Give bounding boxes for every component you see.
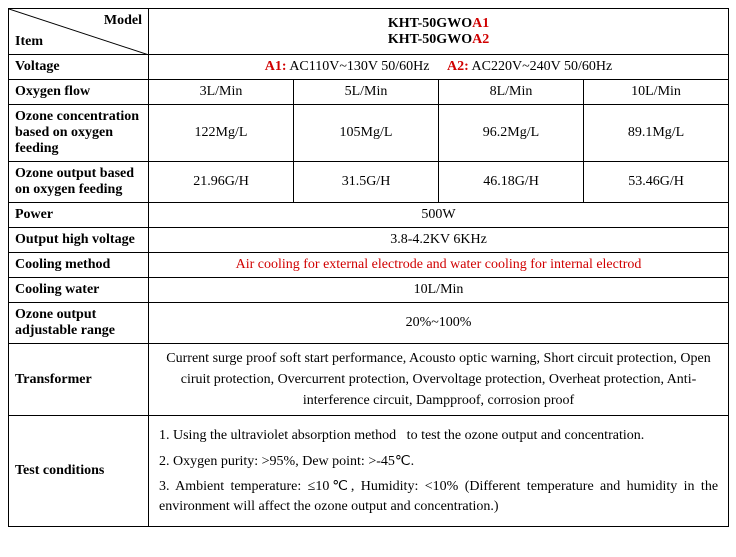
header-item-label: Item [15, 34, 43, 50]
row-label: Cooling method [9, 253, 149, 278]
cell: 500W [149, 203, 729, 228]
table-row: Ozone concentration based on oxygen feed… [9, 105, 729, 162]
test-condition-item: 2. Oxygen purity: >95%, Dew point: >-45℃… [159, 452, 718, 472]
cell: 89.1Mg/L [584, 105, 729, 162]
table-row: Test conditions 1. Using the ultraviolet… [9, 416, 729, 527]
row-label: Test conditions [9, 416, 149, 527]
table-row: Power 500W [9, 203, 729, 228]
cell: Air cooling for external electrode and w… [149, 253, 729, 278]
table-row: Cooling water 10L/Min [9, 278, 729, 303]
test-condition-item: 3. Ambient temperature: ≤10℃, Humidity: … [159, 477, 718, 516]
cell: 10L/Min [149, 278, 729, 303]
row-label: Output high voltage [9, 228, 149, 253]
header-model-label: Model [104, 13, 142, 29]
cell: 46.18G/H [439, 162, 584, 203]
row-label: Ozone output adjustable range [9, 303, 149, 344]
row-label: Ozone output based on oxygen feeding [9, 162, 149, 203]
test-condition-item: 1. Using the ultraviolet absorption meth… [159, 426, 718, 446]
cell: 31.5G/H [294, 162, 439, 203]
cell: 3L/Min [149, 80, 294, 105]
row-label: Ozone concentration based on oxygen feed… [9, 105, 149, 162]
model-variant-2: A2 [472, 32, 489, 47]
table-row: Model Item KHT-50GWOA1 KHT-50GWOA2 [9, 9, 729, 55]
cell: 5L/Min [294, 80, 439, 105]
table-row: Ozone output based on oxygen feeding 21.… [9, 162, 729, 203]
table-row: Transformer Current surge proof soft sta… [9, 344, 729, 416]
row-label: Power [9, 203, 149, 228]
cell: 96.2Mg/L [439, 105, 584, 162]
voltage-a2-value: AC220V~240V 50/60Hz [472, 59, 613, 74]
cell: 53.46G/H [584, 162, 729, 203]
voltage-a1-label: A1: [265, 59, 287, 74]
cell: 122Mg/L [149, 105, 294, 162]
row-label: Cooling water [9, 278, 149, 303]
cell: 105Mg/L [294, 105, 439, 162]
model-prefix: KHT-50GWO [388, 16, 472, 31]
cell: 20%~100% [149, 303, 729, 344]
cell: 3.8-4.2KV 6KHz [149, 228, 729, 253]
row-label: Transformer [9, 344, 149, 416]
table-row: Ozone output adjustable range 20%~100% [9, 303, 729, 344]
model-names-cell: KHT-50GWOA1 KHT-50GWOA2 [149, 9, 729, 55]
row-label: Oxygen flow [9, 80, 149, 105]
model-prefix: KHT-50GWO [388, 32, 472, 47]
table-row: Cooling method Air cooling for external … [9, 253, 729, 278]
voltage-a1-value: AC110V~130V 50/60Hz [289, 59, 429, 74]
cell: 10L/Min [584, 80, 729, 105]
voltage-value-cell: A1: AC110V~130V 50/60Hz A2: AC220V~240V … [149, 55, 729, 80]
table-row: Oxygen flow 3L/Min 5L/Min 8L/Min 10L/Min [9, 80, 729, 105]
cell: 8L/Min [439, 80, 584, 105]
test-conditions-cell: 1. Using the ultraviolet absorption meth… [149, 416, 729, 527]
model-variant-1: A1 [472, 16, 489, 31]
voltage-a2-label: A2: [447, 59, 469, 74]
header-item-model-cell: Model Item [9, 9, 149, 55]
spec-table: Model Item KHT-50GWOA1 KHT-50GWOA2 Volta… [8, 8, 729, 527]
cell: Current surge proof soft start performan… [149, 344, 729, 416]
table-row: Output high voltage 3.8-4.2KV 6KHz [9, 228, 729, 253]
table-row: Voltage A1: AC110V~130V 50/60Hz A2: AC22… [9, 55, 729, 80]
row-label: Voltage [9, 55, 149, 80]
cell: 21.96G/H [149, 162, 294, 203]
